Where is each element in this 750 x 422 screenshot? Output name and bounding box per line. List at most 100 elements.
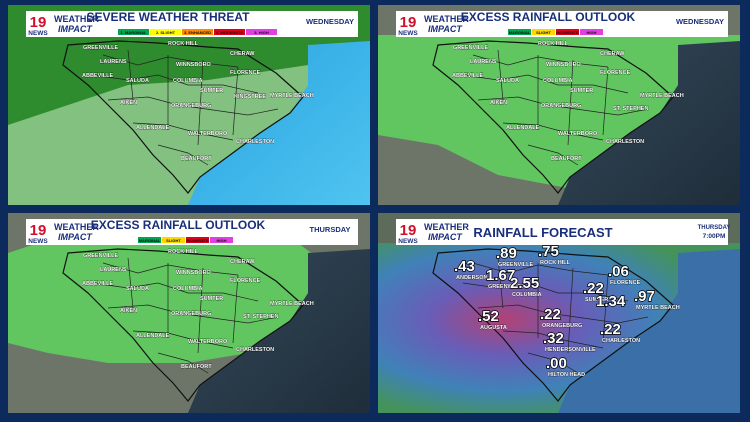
legend-swatch <box>150 29 181 35</box>
city-label: WALTERBORO <box>188 131 228 137</box>
rain-amount: .52 <box>478 308 499 325</box>
city-label: FLORENCE <box>600 70 631 76</box>
city-label: BEAUFORT <box>551 156 582 162</box>
rain-amount: 1.67 <box>486 267 515 284</box>
brand-line2: IMPACT <box>58 232 93 242</box>
city-label: MYRTLE BEACH <box>270 301 314 307</box>
rain-amount: .22 <box>540 306 561 323</box>
city-label: GREENVILLE <box>498 262 533 268</box>
city-label: SALUDA <box>496 78 519 84</box>
legend-swatch <box>210 237 233 243</box>
city-label: ORANGEBURG <box>542 323 582 329</box>
county-line <box>127 257 134 309</box>
marginal-area <box>378 35 740 190</box>
state-outline <box>432 248 674 402</box>
city-label: COLUMBIA <box>173 78 203 84</box>
city-label: WINNSBORO <box>176 62 212 68</box>
station-name: NEWS <box>28 30 48 37</box>
city-label: SUMTER <box>585 297 608 303</box>
city-label: ST. STEPHEN <box>613 106 648 112</box>
rain-amount: .00 <box>546 355 567 372</box>
ocean <box>188 41 370 205</box>
rain-amount: .89 <box>496 245 517 262</box>
city-label: KINGSTREE <box>234 94 266 100</box>
county-line <box>602 274 609 344</box>
station-name: NEWS <box>398 30 418 37</box>
city-label: ROCK HILL <box>540 260 571 266</box>
city-label: LAURENS <box>470 59 497 65</box>
city-label: WALTERBORO <box>558 131 598 137</box>
county-line <box>477 304 649 324</box>
legend-swatch <box>138 237 161 243</box>
county-line <box>527 144 579 166</box>
city-label: CHARLESTON <box>236 347 274 353</box>
slight-area <box>8 65 318 205</box>
rain-amount: 1.34 <box>596 293 626 310</box>
channel-number: 19 <box>400 14 417 31</box>
city-label: ABBEVILLE <box>82 73 114 79</box>
city-label: ORANGEBURG <box>541 103 581 109</box>
rain-amount: 2.55 <box>510 275 539 292</box>
city-label: MYRTLE BEACH <box>270 93 314 99</box>
city-label: LAURENS <box>100 267 127 273</box>
city-label: CHERAW <box>230 259 255 265</box>
rain-amount: .22 <box>600 321 621 338</box>
city-label: GREENVILLE <box>453 45 488 51</box>
county-line <box>157 144 209 166</box>
county-line <box>92 282 259 302</box>
city-label: BEAUFORT <box>181 156 212 162</box>
panel-title: EXCESS RAINFALL OUTLOOK <box>461 10 636 24</box>
city-label: CHERAW <box>600 51 625 57</box>
county-line <box>502 330 604 349</box>
city-label: FLORENCE <box>230 70 261 76</box>
panel-time: 7:00PM <box>703 233 726 240</box>
legend-swatch <box>532 29 555 35</box>
legend-swatch <box>214 29 245 35</box>
city-label: SALUDA <box>126 286 149 292</box>
county-line <box>107 304 279 324</box>
rain-amount: .43 <box>454 258 475 275</box>
channel-number: 19 <box>30 14 47 31</box>
city-label: BEAUFORT <box>181 364 212 370</box>
city-label: MYRTLE BEACH <box>640 93 684 99</box>
city-label: ORANGEBURG <box>171 103 211 109</box>
panel-day: THURSDAY <box>698 225 731 231</box>
rain-amount: .06 <box>608 263 629 280</box>
county-line <box>127 49 134 101</box>
city-label: GREENVILLE <box>83 253 118 259</box>
county-line <box>232 66 239 136</box>
rain-amount: .32 <box>543 330 564 347</box>
legend-label: HIGH <box>217 238 227 243</box>
rain-amount: .22 <box>583 280 604 297</box>
city-label: WALTERBORO <box>188 339 228 345</box>
city-label: HILTON HEAD <box>548 372 585 378</box>
city-label: ALLENDALE <box>136 333 170 339</box>
city-label: SUMTER <box>200 88 223 94</box>
city-label: SUMTER <box>570 88 593 94</box>
legend-label: HIGH <box>587 30 597 35</box>
panel-title: SEVERE WEATHER THREAT <box>87 10 251 24</box>
county-line <box>462 282 629 302</box>
county-line <box>157 352 209 374</box>
ocean <box>188 249 370 413</box>
city-label: WINNSBORO <box>546 62 582 68</box>
county-line <box>602 66 609 136</box>
city-label: ALLENDALE <box>136 125 170 131</box>
rain-amount: .75 <box>538 243 559 260</box>
county-line <box>502 122 604 141</box>
city-label: COLUMBIA <box>512 292 542 298</box>
legend-label: 2. SLIGHT <box>156 30 176 35</box>
county-line <box>477 96 649 116</box>
city-label: ALLENDALE <box>506 125 540 131</box>
marginal-area <box>8 243 338 363</box>
city-label: HENDERSONVILLE <box>545 347 596 353</box>
city-label: GREENWOOD <box>488 284 525 290</box>
state-outline <box>62 40 304 194</box>
ocean <box>558 41 740 205</box>
rain-amount: .97 <box>634 288 655 305</box>
city-label: CHARLESTON <box>236 139 274 145</box>
city-label: LAURENS <box>100 59 127 65</box>
city-label: ABBEVILLE <box>452 73 484 79</box>
legend-label: MARGINAL <box>139 238 161 243</box>
